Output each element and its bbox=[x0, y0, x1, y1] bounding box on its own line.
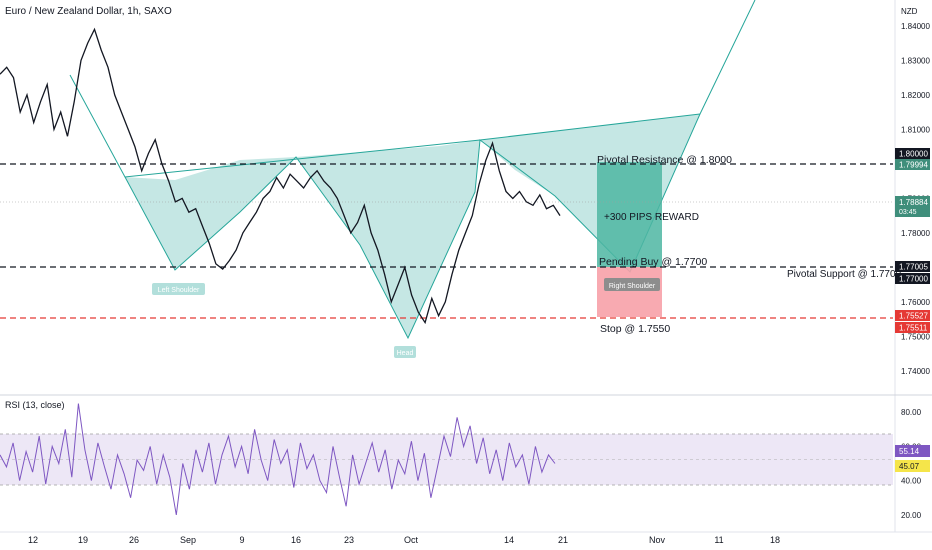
rsi-tag2: 45.07 bbox=[899, 462, 920, 471]
time-tick-label: 23 bbox=[344, 535, 354, 545]
head-label: Head bbox=[397, 350, 414, 357]
price-tick-label: 1.84000 bbox=[901, 22, 930, 31]
tag-support: 1.77005 bbox=[899, 263, 928, 272]
rsi-tick-label: 20.00 bbox=[901, 511, 922, 520]
rsi-series bbox=[0, 403, 556, 515]
price-series bbox=[0, 27, 561, 325]
time-tick-label: Sep bbox=[180, 535, 196, 545]
time-axis[interactable]: 12 19 26 Sep 9 16 23 Oct 14 21 Nov 11 18 bbox=[28, 535, 780, 545]
tag-last-price: 1.78884 bbox=[899, 198, 928, 207]
price-tick-label: 1.83000 bbox=[901, 56, 930, 65]
pattern-shape bbox=[125, 140, 480, 338]
tag-pending-bg bbox=[895, 273, 930, 284]
time-tick-label: 16 bbox=[291, 535, 301, 545]
tag-stop2: 1.75511 bbox=[899, 324, 928, 333]
rsi-tag1: 55.14 bbox=[899, 447, 920, 456]
risk-box bbox=[597, 267, 662, 317]
chart-title: Euro / New Zealand Dollar, 1h, SAXO bbox=[5, 6, 172, 17]
tag-resistance-bg bbox=[895, 148, 930, 159]
time-tick-label: Oct bbox=[404, 535, 419, 545]
time-tick-label: 12 bbox=[28, 535, 38, 545]
right-shoulder-tag bbox=[604, 278, 660, 291]
reward-box bbox=[597, 162, 662, 267]
tag-resistance2: 1.79994 bbox=[899, 161, 928, 170]
tag-stop: 1.75527 bbox=[899, 312, 928, 321]
time-tick-label: 21 bbox=[558, 535, 568, 545]
tag-stop2-bg bbox=[895, 322, 930, 333]
price-tick-label: 1.74000 bbox=[901, 367, 930, 376]
tag-last-bg bbox=[895, 196, 930, 217]
rsi-line bbox=[0, 403, 556, 515]
pending-buy-label: Pending Buy @ 1.7700 bbox=[599, 256, 707, 268]
tag-resistance2-bg bbox=[895, 159, 930, 170]
rsi-tick-label: 40.00 bbox=[901, 477, 922, 486]
tag-pending: 1.77000 bbox=[899, 275, 928, 284]
time-tick-label: 9 bbox=[239, 535, 244, 545]
head-tag bbox=[394, 346, 416, 358]
currency-label: NZD bbox=[901, 7, 918, 16]
time-tick-label: 26 bbox=[129, 535, 139, 545]
time-tick-label: Nov bbox=[649, 535, 666, 545]
rsi-tag1-bg bbox=[895, 445, 930, 457]
tag-stop-bg bbox=[895, 310, 930, 321]
rsi-tag2-bg bbox=[895, 460, 930, 472]
pivotal-resistance-label: Pivotal Resistance @ 1.8000 bbox=[597, 154, 732, 166]
price-tick-label: 1.75000 bbox=[901, 332, 930, 341]
time-tick-label: 19 bbox=[78, 535, 88, 545]
price-tick-label: 1.82000 bbox=[901, 91, 930, 100]
pivotal-support-label: Pivotal Support @ 1.7700 bbox=[787, 269, 902, 280]
rsi-tick-label: 80.00 bbox=[901, 408, 922, 417]
time-tick-label: 11 bbox=[714, 535, 723, 545]
tag-support-bg bbox=[895, 261, 930, 272]
price-line bbox=[0, 27, 561, 325]
reward-label: +300 PIPS REWARD bbox=[604, 212, 699, 223]
tag-countdown: 03:45 bbox=[899, 209, 917, 216]
price-tick-label: 1.81000 bbox=[901, 125, 930, 134]
left-shoulder-tag bbox=[152, 283, 205, 295]
stop-label: Stop @ 1.7550 bbox=[600, 323, 670, 335]
right-shoulder-label: Right Shoulder bbox=[609, 283, 656, 290]
time-tick-label: 18 bbox=[770, 535, 780, 545]
left-shoulder-label: Left Shoulder bbox=[158, 287, 200, 294]
price-tick-label: 1.78000 bbox=[901, 229, 930, 238]
tag-resistance: 1.80000 bbox=[899, 150, 928, 159]
time-tick-label: 14 bbox=[504, 535, 514, 545]
price-tick-label: 1.76000 bbox=[901, 298, 930, 307]
rsi-label: RSI (13, close) bbox=[5, 400, 65, 410]
